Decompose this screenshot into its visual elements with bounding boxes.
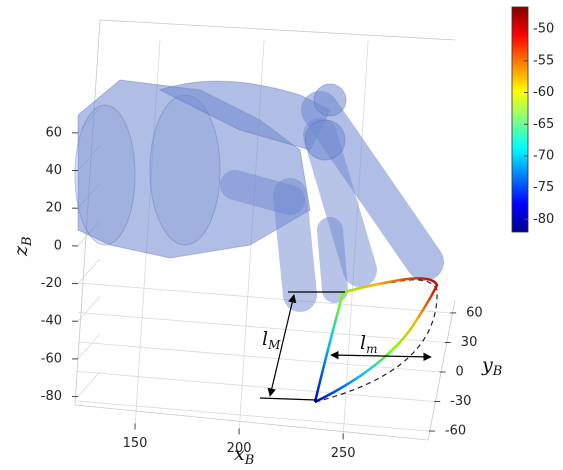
- page: {"chart_data": { "type": "line3d", "xlab…: [0, 0, 563, 466]
- z-tick-label: 40: [45, 163, 62, 178]
- y-tick-label: 60: [466, 305, 483, 320]
- z-tick-label: 20: [45, 201, 62, 216]
- z-axis-label: zB: [10, 236, 35, 257]
- y-tick-label: 0: [456, 365, 464, 380]
- colorbar-tick-label: -55: [533, 53, 554, 68]
- y-tick-label: -60: [445, 424, 466, 439]
- colorbar-tick-label: -50: [533, 22, 554, 37]
- grid-line: [78, 372, 100, 397]
- colorbar: [512, 7, 528, 232]
- x-tick-label: 150: [123, 436, 148, 451]
- dimension-lines: [260, 292, 431, 400]
- y-tick-label: -30: [450, 394, 471, 409]
- annotation: lm: [360, 332, 377, 356]
- x-tick-label: 250: [331, 446, 356, 461]
- grid-line: [78, 259, 100, 284]
- colorbar-tick-label: -65: [533, 117, 554, 132]
- grid-line: [78, 283, 450, 313]
- colorbar-tick-label: -80: [533, 212, 554, 227]
- y-axis-label: yB: [481, 354, 502, 379]
- z-tick-label: -20: [41, 276, 62, 291]
- z-tick-label: -40: [41, 314, 62, 329]
- x-tick-label: 200: [227, 441, 252, 456]
- colorbar-tick-label: -70: [533, 148, 554, 163]
- z-tick-label: 0: [54, 238, 62, 253]
- z-tick-label: -60: [41, 351, 62, 366]
- colorbar-tick-label: -60: [533, 85, 554, 100]
- grid-line: [78, 372, 434, 402]
- grid-line: [78, 334, 100, 359]
- y-tick-label: 30: [461, 335, 478, 350]
- annotation: lM: [262, 328, 281, 352]
- z-tick-label: -80: [41, 389, 62, 404]
- chart: lM lm zB xB yB 6040200-20-40-60-80150200…: [0, 0, 563, 466]
- colorbar-tick-label: -75: [533, 180, 554, 195]
- grid-line: [78, 401, 429, 431]
- z-tick-label: 60: [45, 125, 62, 140]
